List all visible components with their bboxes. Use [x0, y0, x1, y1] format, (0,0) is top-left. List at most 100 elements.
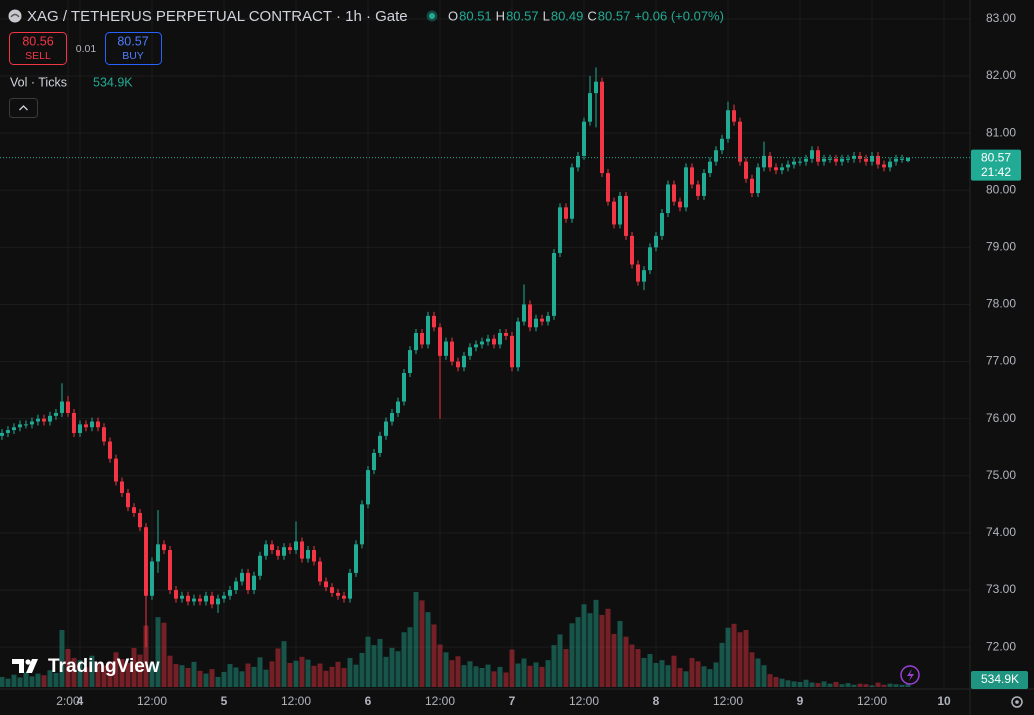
- volume-bar: [539, 666, 545, 687]
- candle-body: [467, 347, 472, 356]
- collapse-button[interactable]: [9, 98, 38, 118]
- volume-bar: [833, 681, 839, 687]
- candle-body: [389, 412, 394, 422]
- volume-bar: [53, 673, 59, 687]
- candle-body: [882, 164, 887, 168]
- candle-body: [636, 264, 641, 282]
- ohlc-label: C: [587, 8, 596, 23]
- volume-bar: [383, 656, 389, 687]
- volume-bar: [431, 624, 437, 687]
- candle-body: [894, 158, 899, 162]
- candle-body: [570, 167, 575, 219]
- volume-bar: [587, 613, 593, 687]
- candle-body: [245, 572, 250, 591]
- volume-bar: [425, 612, 431, 687]
- candle-body: [750, 178, 755, 194]
- buy-price: 80.57: [117, 34, 148, 48]
- settings-button[interactable]: [1011, 696, 1023, 708]
- lightning-button[interactable]: [900, 665, 920, 685]
- volume-bar: [443, 652, 449, 687]
- candle-body: [810, 150, 815, 159]
- price-tag-countdown: 21:42: [981, 165, 1011, 179]
- x-tick-label: 9: [797, 694, 804, 708]
- volume-bar: [623, 636, 629, 687]
- candle-body: [95, 421, 100, 428]
- ohlc-value: 80.57: [506, 8, 539, 23]
- candle-body: [630, 235, 635, 265]
- ohlc-value: 80.57: [598, 8, 631, 23]
- candle-body: [708, 161, 713, 174]
- volume-bar: [407, 627, 413, 687]
- volume-bar: [65, 649, 71, 687]
- candle-body: [437, 327, 442, 356]
- volume-bar: [881, 684, 887, 687]
- y-tick-label: 78.00: [986, 297, 1016, 311]
- candle-body: [161, 544, 166, 551]
- candle-body: [215, 598, 220, 605]
- candle-body: [546, 315, 551, 322]
- volume-bar: [209, 669, 215, 687]
- volume-bar: [845, 683, 851, 687]
- volume-bar: [695, 661, 701, 687]
- candle-body: [251, 575, 256, 591]
- volume-bar: [521, 658, 527, 687]
- volume-bar: [107, 661, 113, 687]
- volume-bar: [23, 672, 29, 687]
- candle-body: [425, 315, 430, 345]
- candle-body: [582, 121, 587, 156]
- volume-bar: [599, 614, 605, 687]
- y-tick-label: 75.00: [986, 468, 1016, 482]
- volume-bar: [419, 600, 425, 687]
- volume-bar: [863, 684, 869, 687]
- volume-bar: [299, 656, 305, 687]
- volume-bar: [221, 671, 227, 687]
- candle-body: [197, 598, 202, 602]
- volume-bar: [41, 675, 47, 687]
- buy-button[interactable]: [105, 32, 162, 65]
- volume-bar: [779, 678, 785, 687]
- candle-body: [876, 155, 881, 165]
- candle-body: [756, 167, 761, 194]
- volume-bar: [11, 674, 17, 687]
- volume-bar: [755, 658, 761, 687]
- volume-bar: [467, 661, 473, 687]
- candle-body: [840, 158, 845, 162]
- candle-body: [552, 253, 557, 316]
- candle-body: [149, 561, 154, 596]
- volume-bar: [353, 664, 359, 687]
- candle-body: [516, 321, 521, 368]
- candle-body: [407, 350, 412, 373]
- volume-bar: [509, 649, 515, 687]
- volume-bar: [293, 660, 299, 687]
- sell-price: 80.56: [22, 34, 53, 48]
- volume-bar: [479, 668, 485, 687]
- candle-body: [311, 550, 316, 562]
- sell-button[interactable]: [9, 32, 67, 65]
- candle-body: [690, 167, 695, 185]
- volume-bar: [347, 657, 353, 687]
- volume-bar: [749, 652, 755, 687]
- symbol-title: XAG / TETHERUS PERPETUAL CONTRACT · 1h ·…: [27, 8, 408, 25]
- x-tick-label: 2:00: [56, 694, 80, 708]
- collapse-icon: [19, 105, 28, 111]
- volume-bar: [323, 670, 329, 687]
- volume-bar: [455, 656, 461, 687]
- volume-bar: [617, 621, 623, 687]
- volume-bar: [359, 652, 365, 687]
- settings-icon: [1015, 700, 1019, 704]
- candle-body: [5, 430, 10, 433]
- candle-body: [828, 158, 833, 160]
- volume-bar: [815, 683, 821, 687]
- candle-body: [768, 155, 773, 168]
- candle-body: [720, 138, 725, 151]
- volume-bar: [197, 670, 203, 687]
- price-tag-value: 80.57: [981, 150, 1011, 164]
- volume-bar: [821, 681, 827, 687]
- volume-bar: [515, 663, 521, 687]
- candle-body: [257, 555, 262, 576]
- candle-body: [540, 318, 545, 322]
- candle-body: [786, 164, 791, 168]
- volume-bar: [377, 638, 383, 687]
- volume-bar: [35, 673, 41, 687]
